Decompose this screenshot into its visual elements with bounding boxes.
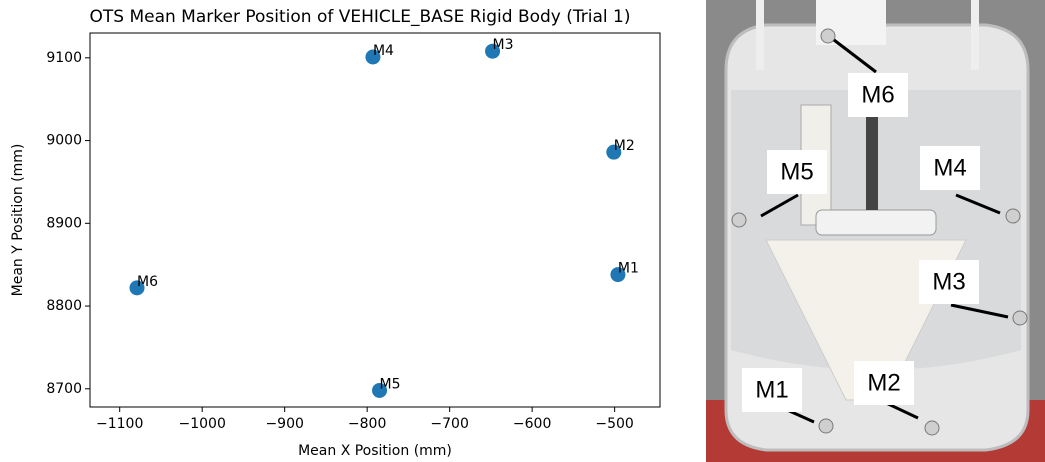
photo-label-box <box>920 146 980 190</box>
y-tick-label: 8900 <box>46 215 82 231</box>
point <box>610 267 626 283</box>
y-axis-label: Mean Y Position (mm) <box>10 144 26 297</box>
photo-label: M2 <box>867 369 900 396</box>
point <box>606 144 622 160</box>
chart-title: OTS Mean Marker Position of VEHICLE_BASE… <box>90 7 631 27</box>
rail <box>866 110 878 210</box>
photo-labels: M6 M5 M4 M3 M1 M2 <box>742 73 980 412</box>
photo-label: M4 <box>933 154 966 181</box>
photo-label: M6 <box>861 81 894 108</box>
point-label: M2 <box>614 138 635 154</box>
y-tick-label: 9000 <box>46 133 82 149</box>
photo-label-box <box>919 260 979 304</box>
photo-label: M3 <box>932 268 965 295</box>
photo-label-box <box>742 368 802 412</box>
photo-label-box <box>848 73 908 117</box>
x-tick-label: −1100 <box>96 416 143 432</box>
point-label: M1 <box>618 261 639 277</box>
point-label: M5 <box>380 376 401 392</box>
photo-label-box <box>767 150 827 194</box>
y-tick-label: 8800 <box>46 298 82 314</box>
post <box>756 0 764 70</box>
y-tick-label: 8700 <box>46 381 82 397</box>
photo: M6 M5 M4 M3 M1 M2 <box>706 0 1045 462</box>
plot-frame <box>89 32 661 408</box>
x-tick-label: −800 <box>348 416 386 432</box>
photo-label: M5 <box>780 158 813 185</box>
x-tick-label: −1000 <box>179 416 226 432</box>
x-tick-label: −700 <box>430 416 468 432</box>
point <box>129 280 145 296</box>
x-tick-label: −900 <box>265 416 303 432</box>
point <box>365 49 381 65</box>
point <box>372 382 388 398</box>
x-tick-label: −600 <box>513 416 551 432</box>
point-label: M3 <box>493 37 514 53</box>
x-axis-label: Mean X Position (mm) <box>298 443 452 459</box>
photo-label: M1 <box>755 376 788 403</box>
bracket-base <box>815 209 937 236</box>
point-label: M4 <box>373 43 394 59</box>
y-tick-label: 9100 <box>46 50 82 66</box>
photo-label-box <box>854 361 914 405</box>
point-label: M6 <box>137 274 158 290</box>
x-tick-label: −500 <box>595 416 633 432</box>
markers <box>731 28 1028 436</box>
post <box>971 0 979 70</box>
point <box>485 43 501 59</box>
chart: OTS Mean Marker Position of VEHICLE_BASE… <box>10 7 661 459</box>
